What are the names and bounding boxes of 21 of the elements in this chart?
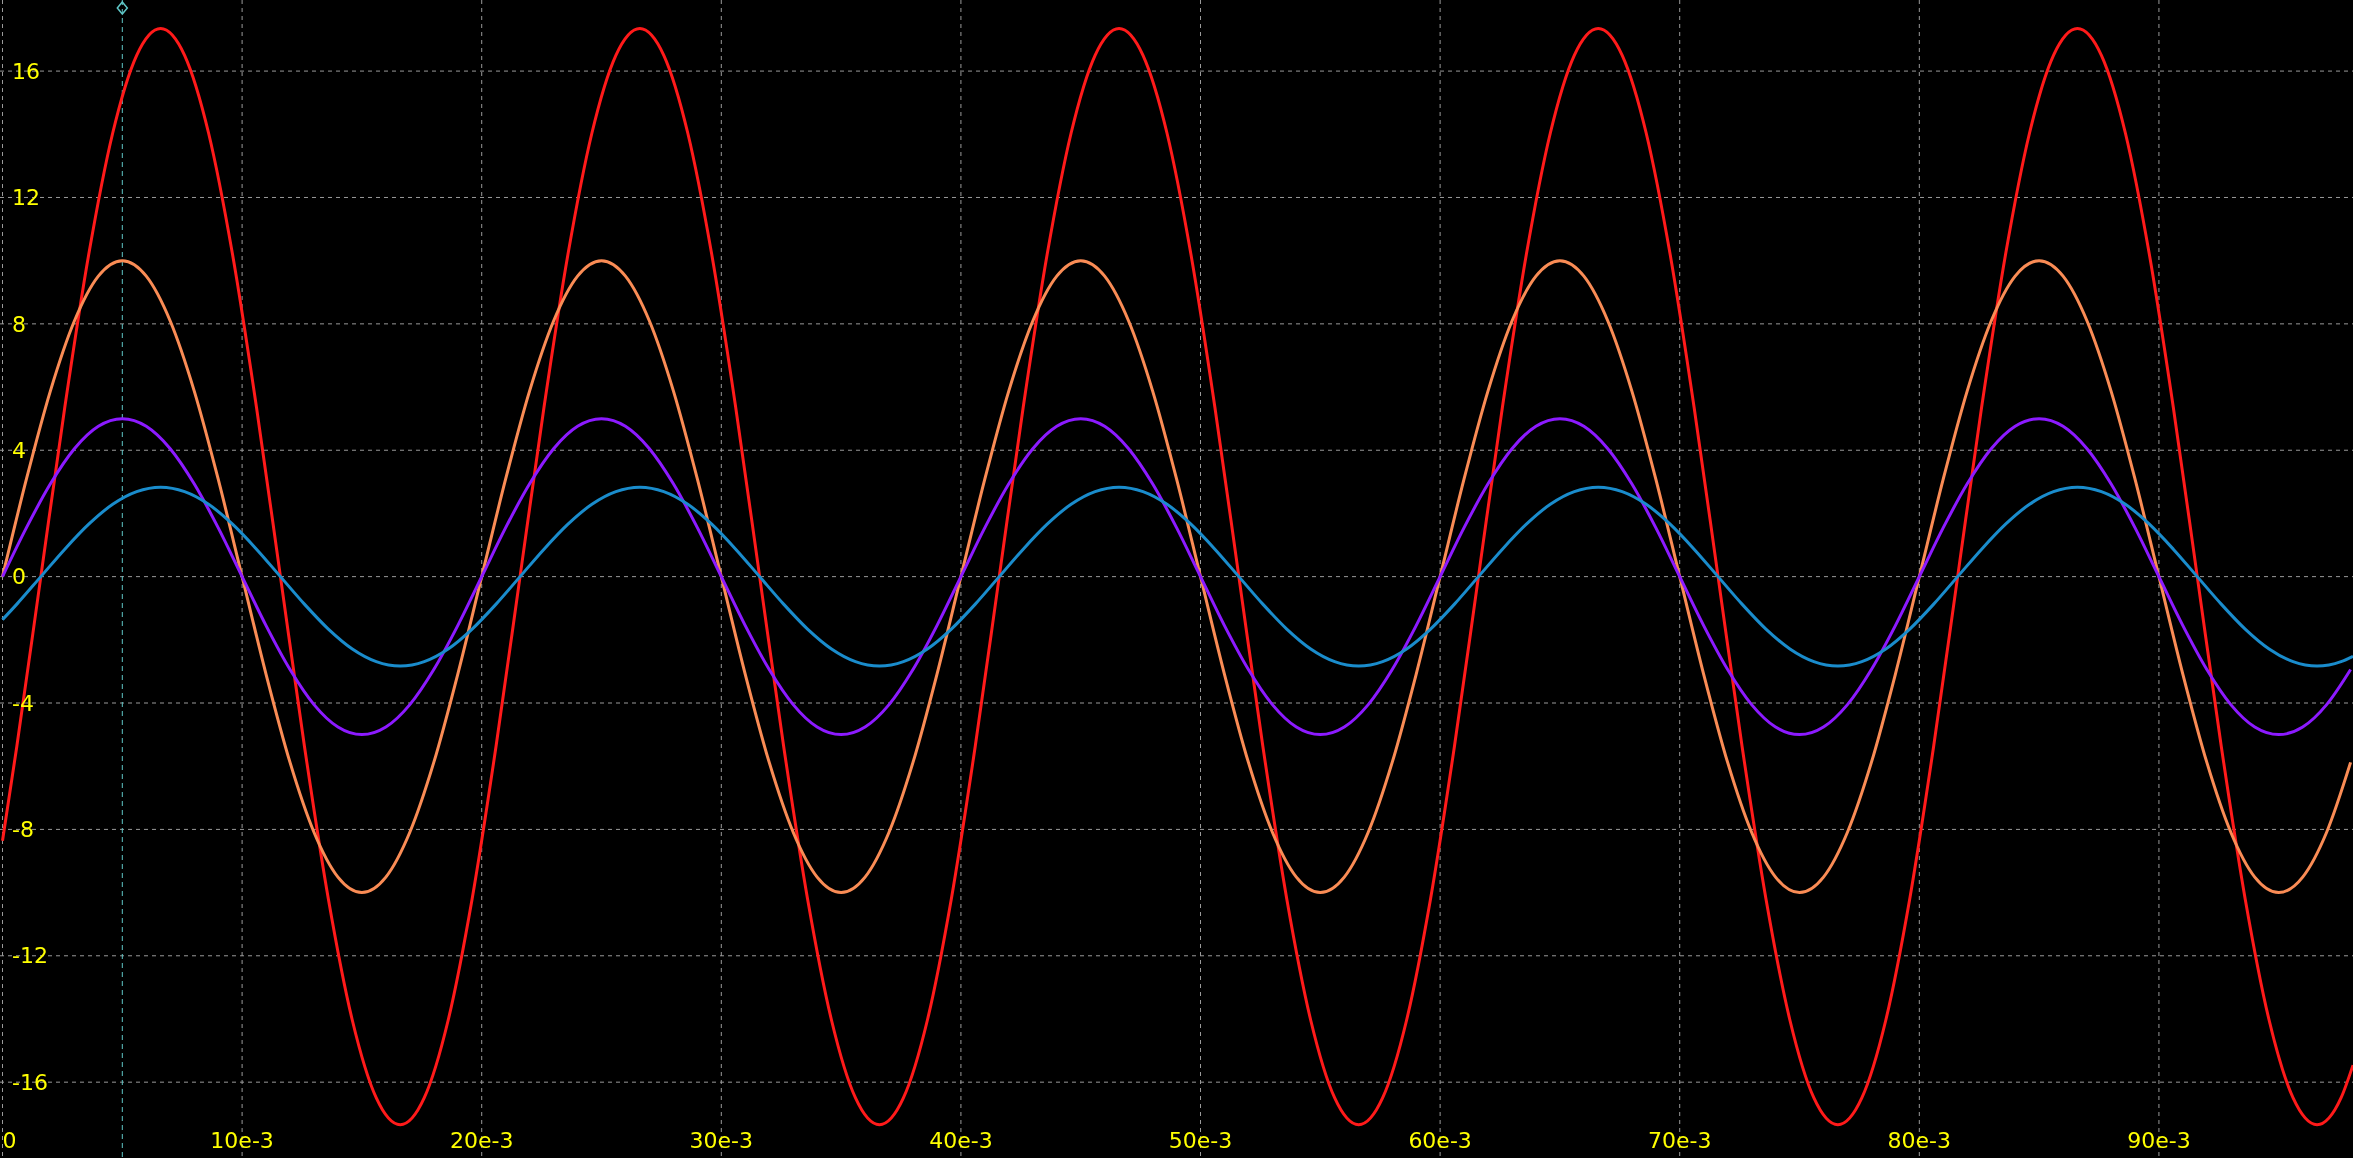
- line-series: [1, 417, 2353, 737]
- x-tick-label: 50e-3: [1168, 1128, 1233, 1153]
- x-tick-label: 80e-3: [1887, 1128, 1952, 1153]
- y-tick-label: 16: [12, 58, 40, 84]
- line-series: [1, 26, 2353, 1127]
- line-series: [1, 485, 2353, 668]
- line-series: [1, 259, 2353, 895]
- y-tick-label: -12: [12, 943, 48, 969]
- y-tick-label: 0: [12, 564, 26, 590]
- y-tick-label: 8: [12, 311, 26, 337]
- y-tick-label: 4: [12, 437, 26, 463]
- y-tick-label: 12: [12, 185, 40, 211]
- x-tick-label: 90e-3: [2127, 1128, 2191, 1153]
- x-tick-label: 10e-3: [210, 1128, 274, 1153]
- x-tick-label: 60e-3: [1408, 1128, 1472, 1153]
- x-tick-label: 70e-3: [1647, 1128, 1712, 1153]
- x-tick-label: 40e-3: [929, 1128, 993, 1153]
- y-tick-label: -16: [12, 1069, 48, 1095]
- x-tick-label: 20e-3: [449, 1128, 514, 1153]
- y-tick-label: -8: [12, 817, 34, 843]
- x-tick-label: 30e-3: [689, 1128, 754, 1153]
